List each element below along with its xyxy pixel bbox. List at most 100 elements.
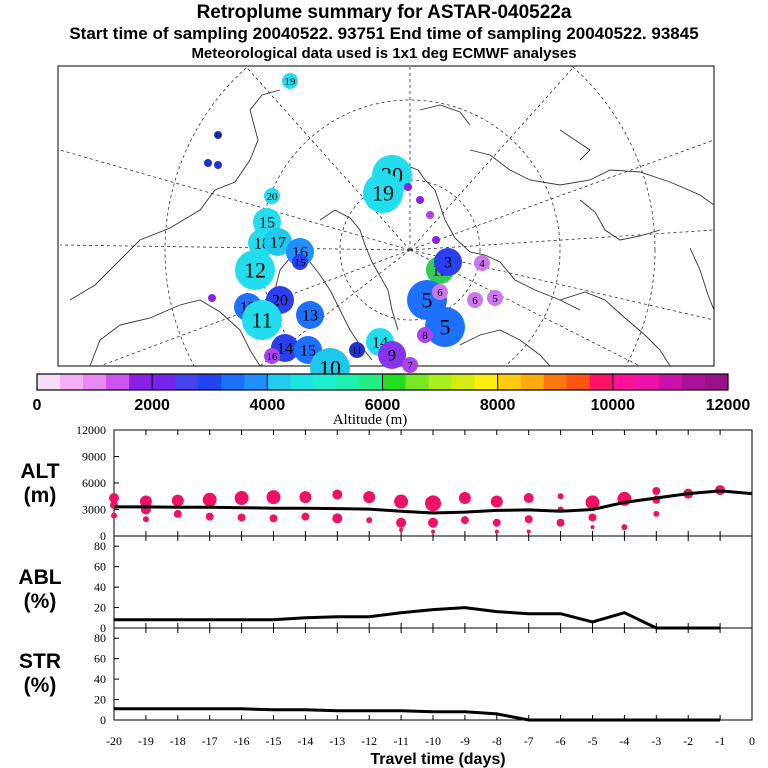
- x-tick-label: -10: [425, 734, 441, 748]
- alt-scatter-point: [332, 513, 343, 524]
- alt-scatter-point: [490, 495, 503, 508]
- alt-scatter-point: [234, 491, 249, 506]
- alt-scatter-point: [588, 513, 597, 522]
- colorbar-swatch: [106, 374, 130, 390]
- alt-mean-line: [114, 489, 753, 515]
- plume-point: [214, 161, 222, 169]
- sampling-time-line: Start time of sampling 20040522. 93751 E…: [69, 24, 699, 43]
- coastlines: [69, 89, 714, 366]
- plume-point: [208, 294, 216, 302]
- alt-scatter-point: [237, 513, 246, 522]
- plume-cluster-label: 20: [272, 293, 288, 310]
- y-tick-label: 12000: [76, 423, 106, 437]
- plume-cluster: 9: [378, 341, 406, 369]
- plume-cluster: 19: [214, 131, 222, 139]
- x-tick-label: -7: [524, 734, 534, 748]
- colorbar-swatch: [83, 374, 107, 390]
- abl-unit: (%): [24, 590, 57, 613]
- y-tick-label: 60: [94, 560, 106, 574]
- colorbar-tick-label: 0: [33, 397, 42, 414]
- plume-cluster-label: 16: [267, 351, 279, 363]
- y-tick-label: 9000: [82, 450, 106, 464]
- plume-cluster-marker: [474, 255, 490, 271]
- alt-scatter-point: [653, 510, 660, 517]
- plume-cluster-marker: [378, 341, 406, 369]
- y-tick-label: 20: [94, 693, 106, 707]
- abl-y-ticks: 80 60 40 20 0: [94, 539, 119, 635]
- plume-cluster: 5: [425, 307, 465, 347]
- y-tick-label: 40: [94, 672, 106, 686]
- alt-scatter-point: [556, 518, 565, 527]
- colorbar-swatch: [589, 374, 614, 390]
- colorbar-swatch: [612, 374, 637, 390]
- plume-cluster: 11: [242, 300, 282, 340]
- colorbar-swatch: [313, 374, 337, 390]
- colorbar-swatch: [658, 374, 683, 390]
- plume-cluster-label: 14: [277, 341, 293, 358]
- abl-line: [114, 606, 721, 630]
- alt-scatter-point: [523, 493, 534, 504]
- x-tick-label: 0: [749, 734, 755, 748]
- plume-cluster: 17: [264, 228, 292, 256]
- x-tick-label: -18: [170, 734, 186, 748]
- str-plot: [114, 707, 721, 722]
- colorbar-tick-label: 6000: [365, 397, 401, 414]
- plume-cluster: 19: [363, 173, 403, 213]
- alt-scatter-point: [557, 493, 564, 500]
- str-y-ticks: 80 60 40 20 0: [94, 631, 119, 727]
- y-tick-label: 3000: [82, 503, 106, 517]
- plume-cluster: 3: [434, 248, 462, 276]
- plume-cluster-label: 6: [472, 295, 478, 307]
- alt-scatter-point: [585, 495, 600, 510]
- alt-scatter-point: [332, 489, 343, 500]
- plume-cluster-marker: [349, 342, 365, 358]
- longitude-lines: [59, 66, 714, 366]
- x-axis-label: Travel time (days): [370, 751, 505, 768]
- plume-cluster-label: 8: [422, 330, 428, 342]
- x-tick-label: -12: [361, 734, 377, 748]
- alt-scatter-point: [363, 491, 376, 504]
- alt-scatter-point: [425, 495, 441, 512]
- colorbar-swatch: [497, 374, 522, 390]
- x-tick-label: -9: [460, 734, 470, 748]
- plume-point: [416, 196, 424, 204]
- plume-cluster-marker: [264, 188, 280, 204]
- x-tick-label: -3: [651, 734, 661, 748]
- y-tick-label: 0: [100, 713, 106, 727]
- x-axis-ticks: -20 -19 -18 -17 -16 -15 -14 -13 -12 -11 -10 -9 -8 -7-…: [106, 430, 755, 748]
- alt-scatter-point: [301, 512, 310, 521]
- plume-cluster-marker: [214, 131, 222, 139]
- x-tick-label: -11: [393, 734, 409, 748]
- colorbar-swatch: [290, 374, 314, 390]
- x-tick-label: -15: [266, 734, 282, 748]
- plume-cluster: 13: [296, 301, 324, 329]
- x-tick-label: -8: [492, 734, 502, 748]
- plume-cluster: 8: [417, 327, 433, 343]
- plume-cluster: 4: [474, 255, 490, 271]
- x-tick-label: -16: [234, 734, 250, 748]
- alt-scatter-point: [460, 516, 469, 525]
- alt-y-ticks: 12000 9000 6000 3000 0: [76, 423, 119, 543]
- polar-map: 1919201920151817161217201113151415101116…: [57, 65, 715, 388]
- alt-scatter-point: [142, 516, 149, 523]
- y-tick-label: 80: [94, 631, 106, 645]
- plume-cluster: 20: [264, 188, 280, 204]
- plume-cluster-label: 5: [492, 293, 498, 305]
- plume-cluster-marker: [282, 73, 298, 89]
- colorbar-tick-label: 10000: [591, 397, 636, 414]
- x-tick-label: -13: [329, 734, 345, 748]
- alt-scatter-point: [269, 514, 278, 523]
- colorbar-tick-label: 8000: [480, 397, 516, 414]
- altitude-colorbar: 0 2000 4000 6000 8000 10000 12000: [33, 373, 750, 414]
- abl-panel-frame: [113, 535, 753, 629]
- alt-scatter-point: [431, 529, 435, 534]
- alt-scatter-point: [621, 524, 628, 531]
- colorbar-swatch: [175, 374, 199, 390]
- plume-cluster-label: 11: [352, 345, 363, 357]
- colorbar-swatch: [520, 374, 545, 390]
- plume-cluster-label: 7: [407, 360, 413, 372]
- plume-cluster: 5: [487, 290, 503, 306]
- colorbar-swatch: [244, 374, 268, 390]
- meteorological-data-line: Meteorological data used is 1x1 deg ECMW…: [191, 45, 577, 62]
- plume-cluster-marker: [235, 250, 275, 290]
